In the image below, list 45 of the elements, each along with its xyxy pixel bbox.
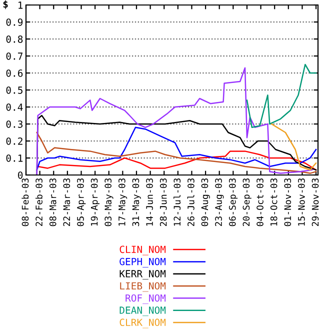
x-tick-label: 31-May-03 <box>132 178 141 226</box>
line-series <box>246 64 317 128</box>
y-tick-label: 0.6 <box>6 70 23 77</box>
x-tick-label: 03-May-03 <box>104 178 114 226</box>
x-tick-label: 15-Nov-03 <box>298 178 305 226</box>
legend-label: LIEB_NOM <box>120 282 166 292</box>
x-tick-label: 05-Apr-03 <box>77 178 86 226</box>
legend-label: DEAN_NOM <box>120 306 166 316</box>
y-tick-label: 0.4 <box>6 104 23 111</box>
y-tick-label: 0.9 <box>6 18 23 26</box>
x-tick-label: 12-Jul-03 <box>174 178 181 226</box>
line-series <box>36 67 313 175</box>
y-tick-label: 0.8 <box>6 36 23 43</box>
line-series <box>271 123 317 171</box>
x-tick-label: 19-Apr-03 <box>90 178 100 226</box>
x-tick-label: 26-Jul-03 <box>187 178 194 226</box>
x-tick-label: 28-Jun-03 <box>160 178 167 226</box>
y-axis-title: $ <box>3 0 8 10</box>
legend-label: KERR_NOM <box>120 270 166 280</box>
x-tick-label: 09-Aug-03 <box>201 178 210 226</box>
legend-label: CLRK_NOM <box>120 318 166 328</box>
y-tick-label: 0.7 <box>6 52 22 60</box>
x-tick-label: 22-Feb-03 <box>35 178 42 226</box>
y-tick-label: 0 <box>18 172 23 179</box>
y-tick-label: 0.5 <box>6 86 22 94</box>
x-tick-label: 04-Oct-03 <box>256 178 264 226</box>
x-tick-label: 14-Jun-03 <box>146 178 153 226</box>
y-tick-label: 1 <box>18 2 23 9</box>
legend-label: GEPH_NOM <box>120 258 166 268</box>
x-tick-label: 18-Oct-03 <box>270 178 278 226</box>
line-series <box>37 150 317 171</box>
legend-label: CLIN_NOM <box>120 246 166 256</box>
y-tick-label: 0.3 <box>6 120 22 128</box>
x-tick-label: 22-Mar-03 <box>63 178 70 226</box>
x-tick-label: 20-Sep-03 <box>242 178 252 226</box>
x-tick-label: 29-Nov-03 <box>312 178 319 226</box>
x-tick-label: 01-Nov-03 <box>284 178 292 226</box>
x-tick-label: 23-Aug-03 <box>215 178 224 226</box>
legend-label: ROF_NOM <box>126 294 166 304</box>
y-tick-label: 0.1 <box>6 154 23 162</box>
x-tick-label: 06-Sep-03 <box>228 178 238 226</box>
x-tick-label: 17-May-03 <box>118 178 128 226</box>
x-tick-label: 08-Mar-03 <box>49 178 56 226</box>
y-tick-label: 0.2 <box>6 138 22 145</box>
x-tick-label: 08-Feb-03 <box>22 178 29 226</box>
